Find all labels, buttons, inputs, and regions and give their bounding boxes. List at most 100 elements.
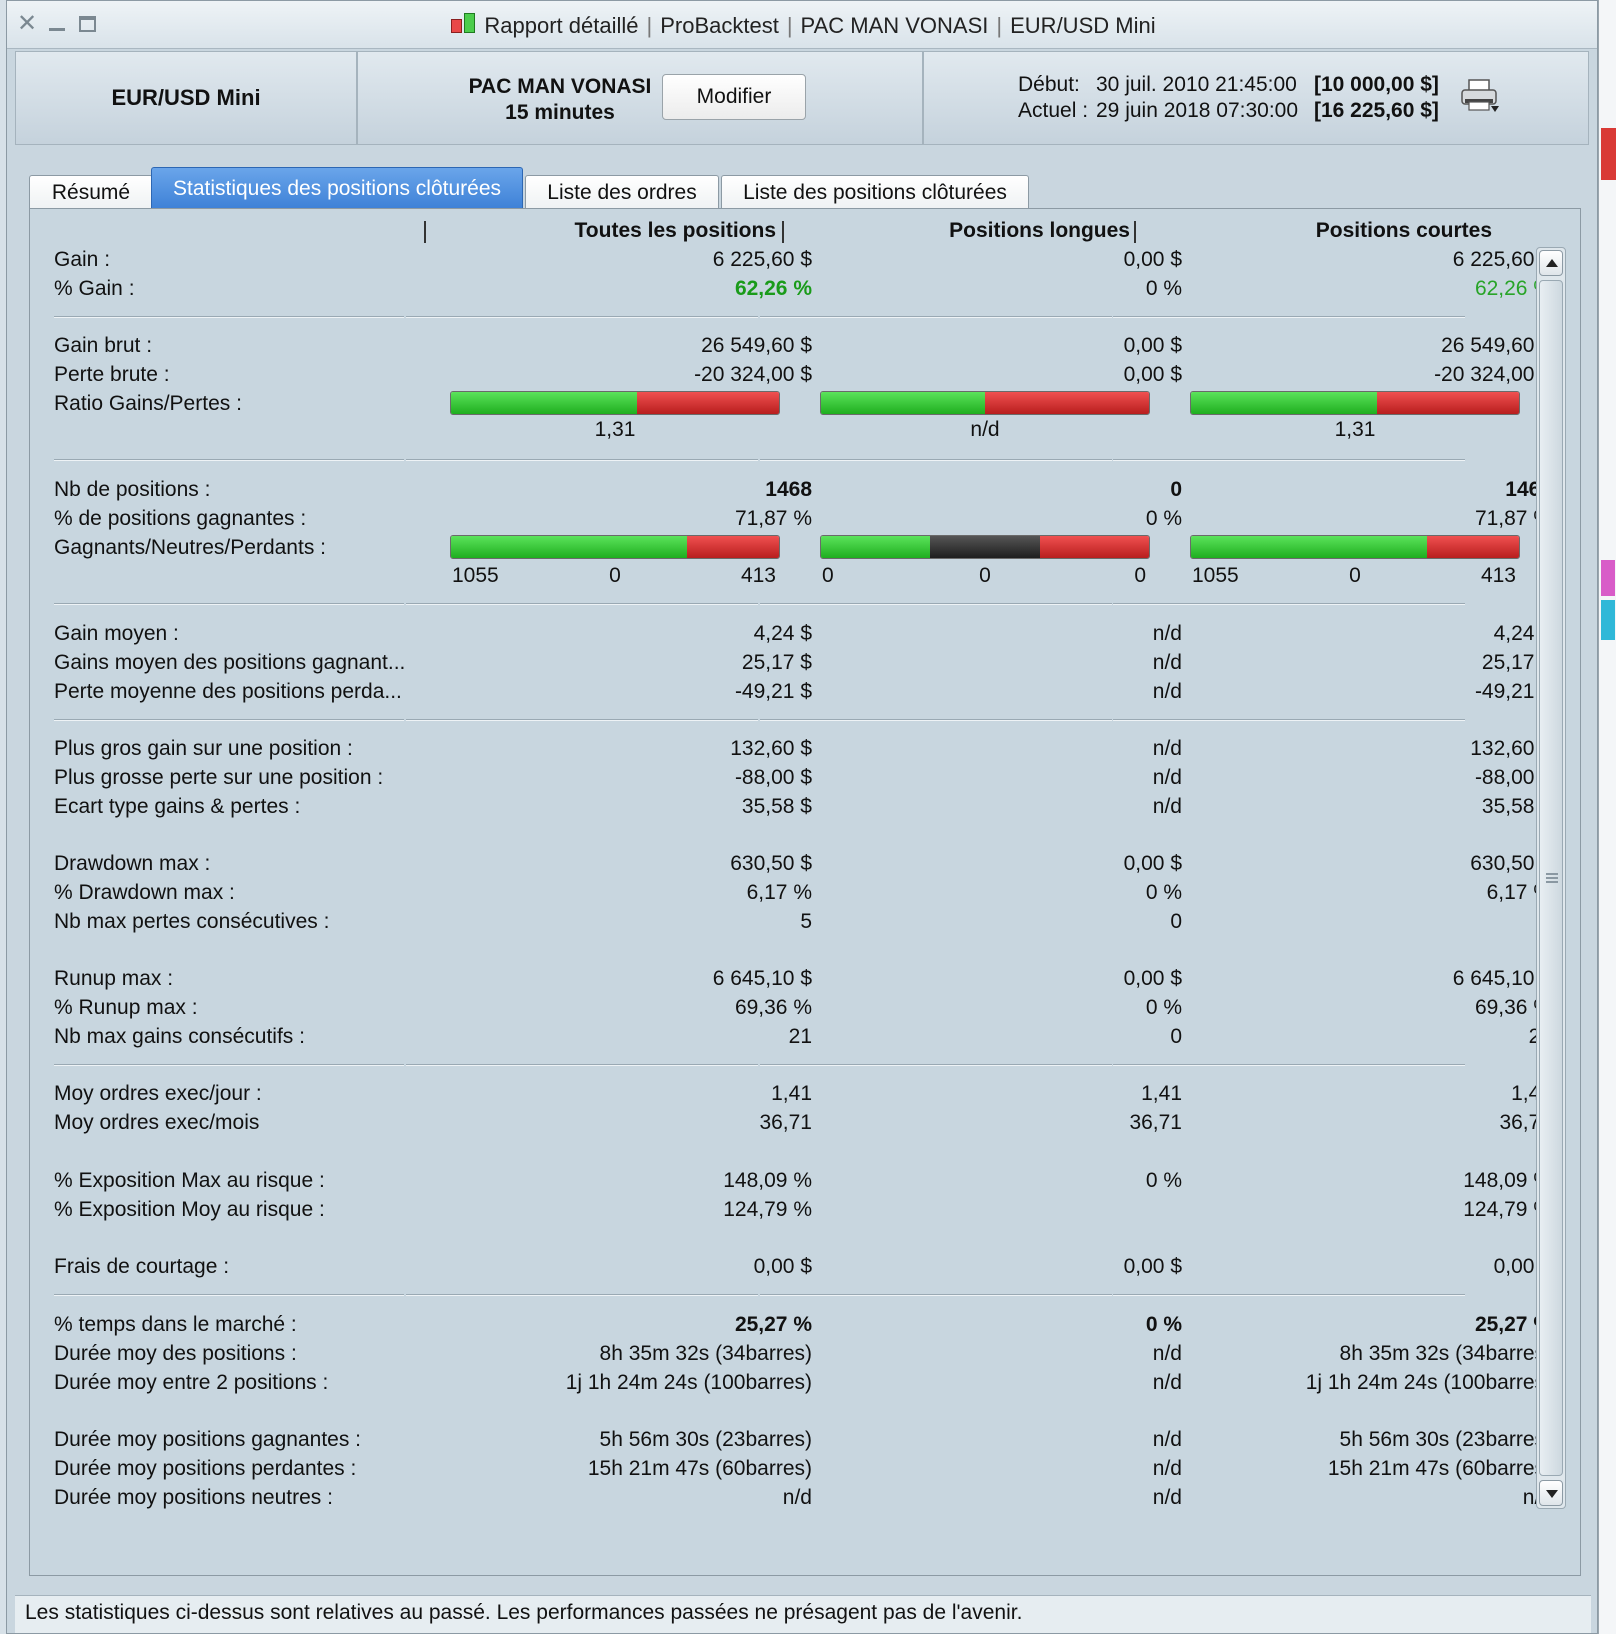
- tab-closed-positions-stats[interactable]: Statistiques des positions clôturées: [151, 167, 523, 211]
- stat-value-all: 26 549,60 $: [701, 334, 812, 357]
- neutral-count-long: 0: [979, 564, 991, 587]
- stat-row-perte-brute: Perte brute : -20 324,00 $ 0,00 $ -20 324,0…: [30, 360, 1552, 390]
- stat-value-short: 6 225,60 $: [1452, 248, 1552, 271]
- stat-value-all: 69,36 %: [734, 996, 812, 1019]
- stat-value-all: 6 225,60 $: [712, 248, 812, 271]
- losers-count-long: 0: [1134, 564, 1146, 587]
- scroll-up-icon[interactable]: [1539, 250, 1563, 276]
- losers-count-short: 413: [1480, 564, 1516, 587]
- stat-label: Nb max gains consécutifs :: [54, 1025, 305, 1048]
- stat-value-all: 6 645,10 $: [712, 967, 812, 990]
- winners-count-all: 1055: [452, 564, 499, 587]
- section-divider: [760, 316, 1112, 318]
- instrument-name: EUR/USD Mini: [16, 52, 358, 144]
- section-divider: [1113, 603, 1465, 605]
- title-module: ProBacktest: [660, 13, 779, 38]
- stat-value-long: 0,00 $: [1123, 363, 1182, 386]
- current-capital: [16 225,60 $]: [1314, 99, 1439, 122]
- scroll-down-icon[interactable]: [1539, 1480, 1563, 1506]
- stat-value-all: 6,17 %: [746, 881, 812, 904]
- stat-row-plus-gros-gain-sur-une-position: Plus gros gain sur une position : 132,60 …: [30, 734, 1552, 764]
- stat-value-short: 69,36 %: [1474, 996, 1552, 1019]
- section-divider: [54, 1294, 404, 1296]
- stat-label: % Exposition Moy au risque :: [54, 1198, 325, 1221]
- winners-segment: [451, 536, 687, 558]
- title-bar[interactable]: ✕ Rapport détaillé | ProBacktest | PAC MAN V…: [7, 1, 1597, 49]
- stat-value-short: 148,09 %: [1463, 1169, 1552, 1192]
- section-divider: [406, 316, 758, 318]
- section-divider: [1113, 316, 1465, 318]
- stat-value-all: 5h 56m 30s (23barres): [599, 1428, 812, 1451]
- stat-row-runup-max: Runup max : 6 645,10 $ 0,00 $ 6 645,10 $: [30, 964, 1552, 994]
- background-pink-block: [1601, 560, 1615, 596]
- start-line: Début: 30 juil. 2010 21:45:00 [10 000,00 $…: [1018, 72, 1439, 98]
- stat-row-ecart-type-gains-pertes: Ecart type gains & pertes : 35,58 $ n/d 35,…: [30, 792, 1552, 822]
- stat-row-duree-moy-entre-2-positions: Durée moy entre 2 positions : 1j 1h 24m 2…: [30, 1368, 1552, 1398]
- section-divider: [406, 1064, 758, 1066]
- report-header: EUR/USD Mini PAC MAN VONASI 15 minutes M…: [15, 51, 1589, 145]
- stat-value-all: -88,00 $: [734, 766, 812, 789]
- stat-row-gain-brut: Gain brut : 26 549,60 $ 0,00 $ 26 549,60 $: [30, 331, 1552, 361]
- section-divider: [760, 1064, 1112, 1066]
- section-divider: [54, 719, 404, 721]
- stat-value-long: n/d: [1152, 680, 1182, 703]
- stat-label: Gain moyen :: [54, 622, 179, 645]
- stat-value-all: 21: [788, 1025, 812, 1048]
- maximize-icon[interactable]: [75, 13, 99, 37]
- stat-row-gain-moyen: Gain moyen : 4,24 $ n/d 4,24 $: [30, 619, 1552, 649]
- stat-value-short: 1j 1h 24m 24s (100barres): [1305, 1371, 1552, 1394]
- tab-summary[interactable]: Résumé: [29, 175, 153, 211]
- stat-value-long: 0,00 $: [1123, 248, 1182, 271]
- stat-value-long: 0 %: [1145, 881, 1182, 904]
- strategy-info: PAC MAN VONASI 15 minutes: [460, 74, 660, 126]
- stat-row-gain: % Gain : 62,26 % 0 % 62,26 %: [30, 274, 1552, 304]
- column-resize-handle[interactable]: [782, 221, 784, 243]
- stat-value-long: n/d: [1152, 1371, 1182, 1394]
- stat-value-long: n/d: [1152, 1428, 1182, 1451]
- stat-value-short: n/d: [1190, 1483, 1552, 1513]
- winners-neutral-losers-bar-short: [1190, 535, 1520, 559]
- stat-row-gains-moyen-des-positions-gagnant: Gains moyen des positions gagnant... 25,1…: [30, 648, 1552, 678]
- vertical-scrollbar[interactable]: [1536, 247, 1566, 1509]
- stat-row-gain: Gain : 6 225,60 $ 0,00 $ 6 225,60 $: [30, 245, 1552, 275]
- stat-label: % de positions gagnantes :: [54, 507, 307, 530]
- close-icon[interactable]: ✕: [16, 10, 38, 37]
- stat-value-all: 5: [800, 910, 812, 933]
- stat-row-duree-moy-positions-perdantes: Durée moy positions perdantes : 15h 21m 4…: [30, 1454, 1552, 1484]
- tab-closed-positions-list[interactable]: Liste des positions clôturées: [721, 175, 1029, 211]
- header-all-positions: Toutes les positions: [574, 219, 776, 242]
- tab-orders-list[interactable]: Liste des ordres: [525, 175, 719, 211]
- strategy-timeframe: 15 minutes: [505, 101, 615, 124]
- column-resize-handle[interactable]: [424, 221, 426, 243]
- statistics-panel: Toutes les positions Positions longues P…: [29, 208, 1581, 1576]
- background-cyan-block: [1601, 600, 1615, 640]
- section-divider: [760, 603, 1112, 605]
- ratio-bar-loss-segment: [985, 392, 1149, 414]
- stat-row-frais-de-courtage: Frais de courtage : 0,00 $ 0,00 $ 0,00 $: [30, 1252, 1552, 1282]
- stat-value-long: 0 %: [1145, 1313, 1182, 1336]
- minimize-icon[interactable]: [45, 13, 69, 37]
- stat-value-short: 0,00 $: [1493, 1255, 1552, 1278]
- stat-label: Plus gros gain sur une position :: [54, 737, 353, 760]
- stat-row-plus-grosse-perte-sur-une-position: Plus grosse perte sur une position : -88,…: [30, 763, 1552, 793]
- stat-label: Runup max :: [54, 967, 174, 990]
- section-divider: [54, 603, 404, 605]
- stat-value-short: 35,58 $: [1481, 795, 1552, 818]
- stat-value-short: -20 324,00 $: [1434, 363, 1552, 386]
- section-divider: [1113, 1294, 1465, 1296]
- stat-label: Durée moy positions perdantes :: [54, 1457, 357, 1480]
- stat-label: % temps dans le marché :: [54, 1313, 297, 1336]
- stat-value-all: 132,60 $: [730, 737, 812, 760]
- losers-segment: [1426, 536, 1519, 558]
- start-label: Début:: [1018, 73, 1080, 96]
- section-divider: [1113, 459, 1465, 461]
- stat-label: Gain :: [54, 248, 111, 271]
- modify-button[interactable]: Modifier: [662, 74, 806, 120]
- printer-icon[interactable]: [1460, 78, 1500, 114]
- stat-value-short: -88,00 $: [1474, 766, 1552, 789]
- background-app-strip: [1598, 0, 1616, 1634]
- scroll-thumb[interactable]: [1539, 280, 1563, 1476]
- ratio-bar-gain-segment: [821, 392, 985, 414]
- stat-value-all: 4,24 $: [753, 622, 812, 645]
- column-resize-handle[interactable]: [1134, 221, 1136, 243]
